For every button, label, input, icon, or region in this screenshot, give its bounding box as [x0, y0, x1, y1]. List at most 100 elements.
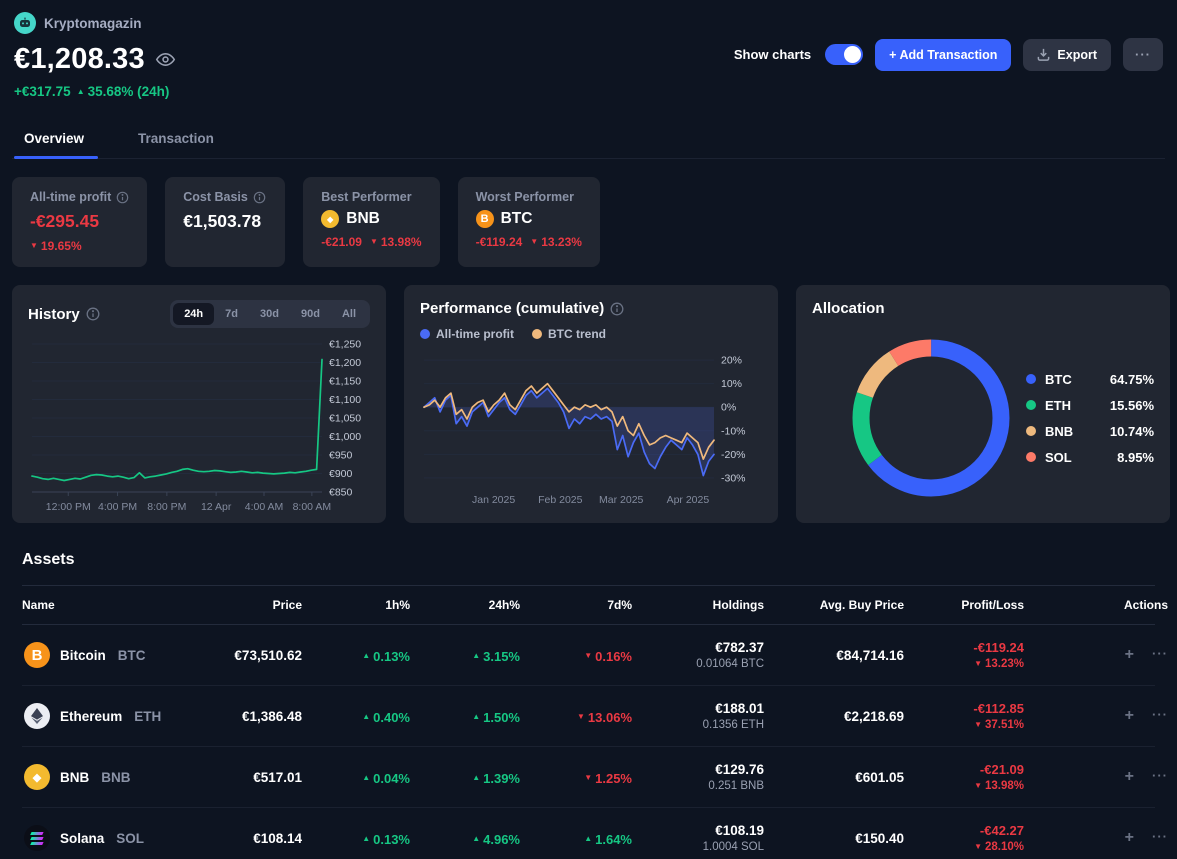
range-all[interactable]: All — [341, 308, 356, 320]
asset-name: Bitcoin — [60, 647, 106, 663]
sol-legend-dot — [1026, 452, 1036, 462]
svg-text:€1,150: €1,150 — [329, 376, 361, 388]
download-icon — [1037, 48, 1050, 61]
info-icon[interactable] — [86, 307, 100, 321]
svg-text:-10%: -10% — [721, 425, 746, 437]
info-icon[interactable] — [610, 302, 624, 316]
asset-price: €517.01 — [253, 769, 302, 785]
svg-text:€1,250: €1,250 — [329, 339, 361, 351]
col-7d: 7d% — [607, 598, 632, 612]
info-icon[interactable] — [253, 191, 266, 204]
info-icon[interactable] — [116, 191, 129, 204]
row-more-options-button[interactable]: ··· — [1152, 707, 1168, 722]
allocation-legend-row-sol: SOL 8.95% — [1026, 450, 1154, 465]
worst-performer-value: -€119.24 — [475, 235, 523, 249]
asset-price: €73,510.62 — [234, 647, 302, 663]
show-charts-toggle[interactable] — [825, 44, 864, 65]
table-row[interactable]: Ethereum ETH €1,386.48 ▲ 0.40% ▲ 1.50% ▼ 13… — [22, 686, 1167, 747]
range-24h[interactable]: 24h — [173, 303, 215, 325]
asset-1h-change: ▲ 0.13% — [362, 831, 410, 847]
balance-change-pct: ▲ 35.68% (24h) — [76, 84, 170, 99]
profit-loss-pct: ▼ 13.23% — [974, 658, 1024, 670]
more-options-button[interactable]: ··· — [1123, 38, 1163, 71]
add-transaction-row-button[interactable]: + — [1124, 707, 1134, 724]
stat-card-best-performer: Best Performer ◆ BNB -€21.09 ▼ 13.98% — [303, 177, 440, 267]
table-row[interactable]: Solana SOL €108.14 ▲ 0.13% ▲ 4.96% ▲ 1.64% … — [22, 808, 1167, 859]
stat-value: €1,503.78 — [183, 211, 262, 231]
holdings-amount: 0.251 BNB — [708, 780, 764, 792]
asset-price: €108.14 — [253, 830, 302, 846]
all-time-profit-legend-dot — [420, 329, 430, 339]
tab-transaction[interactable]: Transaction — [138, 131, 214, 146]
svg-text:4:00 AM: 4:00 AM — [245, 501, 284, 513]
asset-avg-buy-price: €150.40 — [855, 830, 904, 846]
performance-line-chart: 20% 10% 0% -10% -20% -30% Jan 2025 Feb 2025 Mar … — [423, 355, 746, 506]
best-performer-coin: BNB — [346, 210, 380, 227]
holdings-value: €782.37 — [715, 640, 764, 655]
add-transaction-row-button[interactable]: + — [1124, 768, 1134, 785]
stat-cards: All-time profit -€295.45 ▼ 19.65% Cost Ba… — [12, 177, 1165, 267]
btc-legend-dot — [1026, 374, 1036, 384]
bnb-coin-icon: ◆ — [321, 210, 340, 228]
add-transaction-button[interactable]: + Add Transaction — [875, 38, 1012, 71]
stat-change: ▼ 19.65% — [30, 239, 82, 253]
stat-label: Cost Basis — [183, 190, 248, 204]
svg-text:€1,200: €1,200 — [329, 357, 361, 369]
time-range-selector: 24h 7d 30d 90d All — [170, 300, 370, 328]
stat-label: Best Performer — [321, 190, 412, 204]
performance-card: Performance (cumulative) All-time profit… — [404, 285, 778, 523]
asset-1h-change: ▲ 0.13% — [362, 648, 410, 664]
asset-profit-loss: -€119.24 ▼ 13.23% — [904, 640, 1024, 670]
best-performer-value: -€21.09 — [321, 235, 362, 249]
row-more-options-button[interactable]: ··· — [1152, 768, 1168, 783]
holdings-value: €188.01 — [715, 701, 764, 716]
worst-performer-coin: BTC — [500, 210, 533, 227]
row-more-options-button[interactable]: ··· — [1152, 646, 1168, 661]
asset-name: Solana — [60, 830, 105, 846]
legend-label: BTC trend — [548, 327, 606, 341]
range-90d[interactable]: 90d — [300, 308, 320, 320]
sol-coin-icon — [24, 825, 50, 851]
stat-card-cost-basis: Cost Basis €1,503.78 — [165, 177, 286, 267]
svg-text:€850: €850 — [329, 487, 353, 499]
allocation-card: Allocation BTC 64.75% ETH 15.56% BNB 10.74%… — [796, 285, 1170, 523]
btc-coin-icon: B — [475, 210, 494, 228]
asset-1h-change: ▲ 0.04% — [362, 770, 410, 786]
balance-change-24h: +€317.75 ▲ 35.68% (24h) — [14, 84, 176, 99]
col-name: Name — [22, 598, 55, 612]
header-left: Kryptomagazin €1,208.33 +€317.75 ▲ 35.68%… — [14, 12, 176, 99]
profit-loss-pct: ▼ 28.10% — [974, 841, 1024, 853]
col-avg-buy-price: Avg. Buy Price — [819, 598, 904, 612]
asset-holdings: €108.19 1.0004 SOL — [632, 823, 764, 853]
stat-card-all-time-profit: All-time profit -€295.45 ▼ 19.65% — [12, 177, 148, 267]
range-30d[interactable]: 30d — [260, 308, 279, 320]
add-transaction-row-button[interactable]: + — [1124, 646, 1134, 663]
history-line-chart: €1,250 €1,200 €1,150 €1,100 €1,050 €1,000 €950… — [31, 339, 361, 513]
stat-value: -€295.45 — [30, 211, 100, 231]
asset-profit-loss: -€21.09 ▼ 13.98% — [904, 762, 1024, 792]
asset-7d-change: ▲ 1.64% — [584, 831, 632, 847]
holdings-amount: 0.1356 ETH — [702, 719, 764, 731]
table-row[interactable]: ◆ BNB BNB €517.01 ▲ 0.04% ▲ 1.39% ▼ 1.25% €… — [22, 747, 1167, 808]
asset-profit-loss: -€42.27 ▼ 28.10% — [904, 823, 1024, 853]
allocation-title: Allocation — [812, 300, 885, 317]
export-button[interactable]: Export — [1023, 38, 1111, 71]
row-more-options-button[interactable]: ··· — [1152, 829, 1168, 844]
portfolio-avatar-robot-icon — [14, 12, 36, 34]
svg-text:€1,000: €1,000 — [329, 431, 361, 443]
asset-avg-buy-price: €84,714.16 — [836, 647, 904, 663]
tab-overview[interactable]: Overview — [14, 125, 99, 159]
svg-text:€900: €900 — [329, 468, 353, 480]
toggle-knob — [844, 46, 862, 63]
asset-profit-loss: -€112.85 ▼ 37.51% — [904, 701, 1024, 731]
range-7d[interactable]: 7d — [225, 308, 238, 320]
asset-symbol: BTC — [117, 647, 146, 663]
col-profit-loss: Profit/Loss — [961, 598, 1024, 612]
table-row[interactable]: B Bitcoin BTC €73,510.62 ▲ 0.13% ▲ 3.15% ▼… — [22, 625, 1167, 686]
asset-24h-change: ▲ 1.50% — [472, 709, 520, 725]
add-transaction-row-button[interactable]: + — [1124, 829, 1134, 846]
assets-table: Name Price 1h% 24h% 7d% Holdings Avg. Bu… — [22, 585, 1168, 859]
hide-balance-eye-icon[interactable] — [155, 49, 176, 70]
holdings-amount: 1.0004 SOL — [702, 841, 764, 853]
profit-loss-value: -€112.85 — [973, 701, 1024, 716]
